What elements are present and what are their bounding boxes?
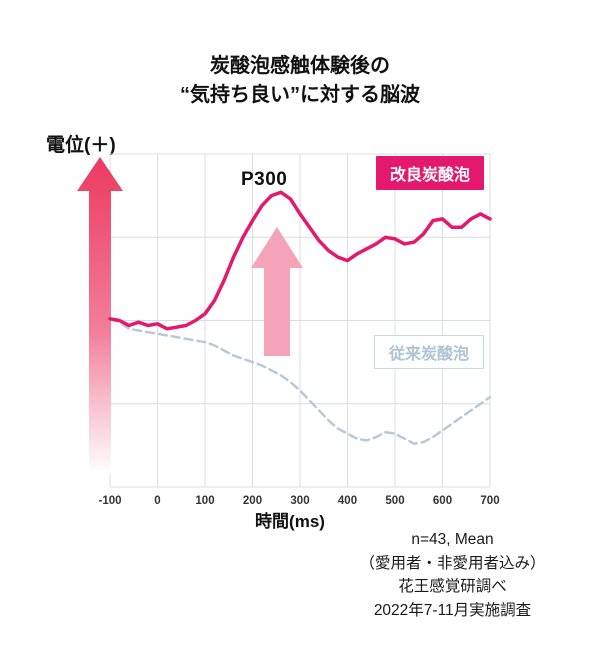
svg-text:-100: -100	[98, 495, 121, 507]
footnote: n=43, Mean （愛用者・非愛用者込み） 花王感覚研調べ 2022年7-1…	[310, 528, 595, 622]
legend-improved: 改良炭酸泡	[376, 156, 485, 190]
y-axis-arrow	[77, 157, 123, 474]
svg-text:600: 600	[433, 495, 452, 507]
y-axis-label: 電位(＋)	[46, 135, 116, 156]
x-axis-title: 時間(ms)	[255, 512, 325, 531]
series-conventional-line	[108, 317, 492, 445]
svg-text:0: 0	[154, 495, 160, 507]
svg-text:500: 500	[385, 495, 404, 507]
svg-text:200: 200	[243, 495, 262, 507]
chart-title: 炭酸泡感触体験後の “気持ち良い”に対する脳波	[0, 52, 600, 110]
p300-annotation: P300	[241, 169, 288, 190]
footnote-line-population: （愛用者・非愛用者込み）	[359, 554, 546, 572]
svg-text:400: 400	[338, 495, 357, 507]
footnote-line-sample: n=43, Mean	[411, 531, 494, 548]
svg-text:100: 100	[195, 495, 214, 507]
x-tick-labels: -100 0 100 200 300 400 500 600 700	[98, 495, 499, 507]
chart-title-line1: 炭酸泡感触体験後の	[210, 55, 390, 77]
footnote-line-period: 2022年7-11月実施調査	[373, 601, 532, 619]
svg-text:700: 700	[480, 495, 499, 507]
series-improved-line	[108, 190, 492, 331]
p300-arrow	[251, 227, 303, 356]
svg-text:300: 300	[290, 495, 309, 507]
chart-title-line2: “気持ち良い”に対する脳波	[180, 84, 420, 106]
legend-conventional: 従来炭酸泡	[374, 335, 485, 369]
footnote-line-source: 花王感覚研調べ	[398, 578, 507, 595]
